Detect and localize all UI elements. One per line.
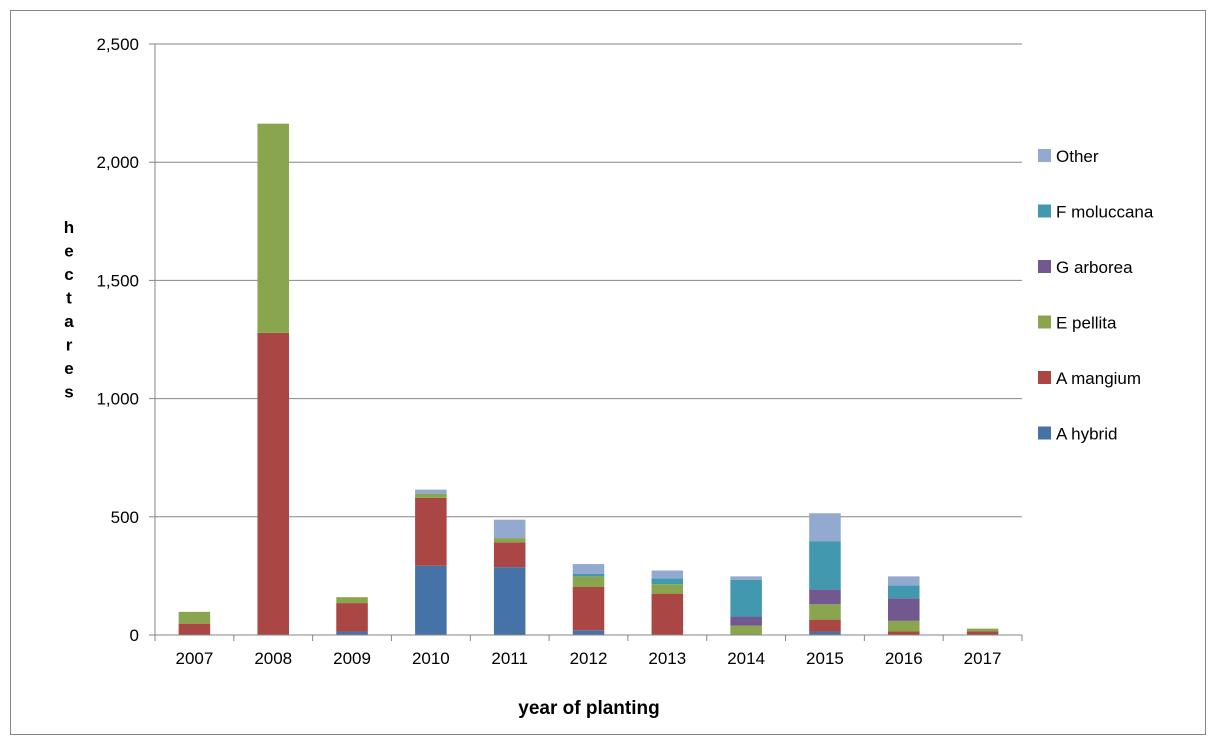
bar-2014-f-moluccana [730, 579, 762, 617]
x-tick-label: 2010 [412, 649, 450, 668]
bar-2012-a-hybrid [572, 630, 605, 635]
y-axis-title-letter: c [64, 265, 73, 284]
x-axis-title: year of planting [518, 698, 659, 719]
bar-2011-a-mangium [493, 542, 526, 568]
bar-2009-a-mangium [336, 603, 368, 632]
bar-2014-g-arborea [730, 616, 762, 626]
y-tick-label: 2,500 [96, 35, 139, 54]
bar-2016-a-mangium [888, 631, 920, 635]
y-axis-title-letter: s [64, 383, 73, 402]
y-tick-label: 500 [111, 508, 139, 527]
y-axis-title-letter: h [64, 218, 74, 237]
y-tick-label: 0 [130, 626, 139, 645]
bar-2011-other [493, 519, 526, 539]
legend-label-e-pellita: E pellita [1056, 314, 1117, 333]
x-tick-label: 2007 [175, 649, 213, 668]
legend-swatch-a-mangium [1038, 371, 1051, 384]
y-tick-label: 2,000 [96, 153, 139, 172]
legend-swatch-other [1038, 149, 1051, 162]
x-tick-label: 2008 [254, 649, 292, 668]
legend-label-a-hybrid: A hybrid [1056, 425, 1117, 444]
bar-2015-other [809, 513, 841, 542]
legend: Other F moluccana G arborea E pellita A mang… [1038, 147, 1154, 444]
bar-2017-a-mangium [966, 631, 999, 635]
y-axis-title-letter: e [64, 359, 73, 378]
bar-2011-e-pellita [493, 538, 526, 543]
bar-2008-a-mangium [257, 332, 289, 635]
bar-2016-g-arborea [888, 598, 920, 621]
bar-2011-a-hybrid [493, 567, 526, 635]
legend-label-g-arborea: G arborea [1056, 258, 1133, 277]
bar-2008-e-pellita [257, 123, 289, 333]
bars [178, 123, 999, 635]
y-axis-title-letter: a [64, 312, 74, 331]
bar-2017-e-pellita [966, 628, 999, 632]
bar-2016-e-pellita [888, 620, 920, 632]
x-tick-label: 2012 [570, 649, 608, 668]
x-tick-label: 2014 [727, 649, 765, 668]
bar-2013-e-pellita [651, 584, 684, 594]
legend-swatch-e-pellita [1038, 315, 1051, 329]
bar-2015-a-mangium [809, 619, 841, 632]
gridlines [155, 43, 1022, 518]
bar-2009-e-pellita [336, 597, 368, 604]
x-tick-label: 2015 [806, 649, 844, 668]
bar-2015-e-pellita [809, 604, 841, 620]
x-tick-label: 2011 [491, 649, 528, 668]
y-axis-title-letter: t [66, 289, 72, 308]
bar-2007-a-mangium [178, 623, 211, 635]
bar-2012-e-pellita [572, 576, 605, 588]
bar-2015-g-arborea [809, 589, 841, 605]
x-tick-label: 2009 [333, 649, 371, 668]
x-tick-label: 2013 [648, 649, 686, 668]
bar-2007-e-pellita [178, 611, 211, 624]
bar-2013-a-mangium [651, 593, 684, 635]
legend-label-other: Other [1056, 147, 1099, 166]
bar-2013-f-moluccana [651, 578, 684, 585]
axes [149, 43, 1023, 641]
y-axis-title-letter: e [64, 242, 73, 261]
legend-swatch-a-hybrid [1038, 426, 1051, 440]
bar-2014-other [730, 576, 762, 580]
y-tick-label: 1,500 [96, 271, 139, 290]
y-tick-label: 1,000 [96, 390, 139, 409]
bar-2015-a-hybrid [809, 631, 841, 635]
bar-2016-other [888, 576, 920, 586]
bar-2014-e-pellita [730, 625, 762, 635]
bar-2012-other [572, 564, 605, 575]
x-tick-label: 2017 [964, 649, 1002, 668]
bar-2010-a-mangium [415, 497, 447, 566]
bar-2016-f-moluccana [888, 585, 920, 599]
bar-2015-f-moluccana [809, 541, 841, 590]
legend-swatch-f-moluccana [1038, 204, 1051, 218]
bar-2010-e-pellita [415, 493, 447, 498]
bar-2010-a-hybrid [415, 565, 447, 635]
bar-2012-f-moluccana [572, 574, 605, 577]
y-tick-labels: 0 500 1,000 1,500 2,000 2,500 [96, 35, 139, 645]
bar-2009-a-hybrid [336, 631, 368, 635]
x-tick-labels: 2007 2008 2009 2010 2011 2012 2013 2014 2015 2016… [175, 649, 1001, 668]
bar-2010-other [415, 489, 447, 494]
bar-2012-a-mangium [572, 587, 605, 631]
legend-swatch-g-arborea [1038, 260, 1051, 273]
legend-label-f-moluccana: F moluccana [1056, 203, 1154, 222]
y-axis-title-letter: r [66, 336, 73, 355]
legend-label-a-mangium: A mangium [1056, 369, 1141, 388]
x-tick-label: 2016 [885, 649, 923, 668]
bar-2013-other [651, 570, 684, 579]
